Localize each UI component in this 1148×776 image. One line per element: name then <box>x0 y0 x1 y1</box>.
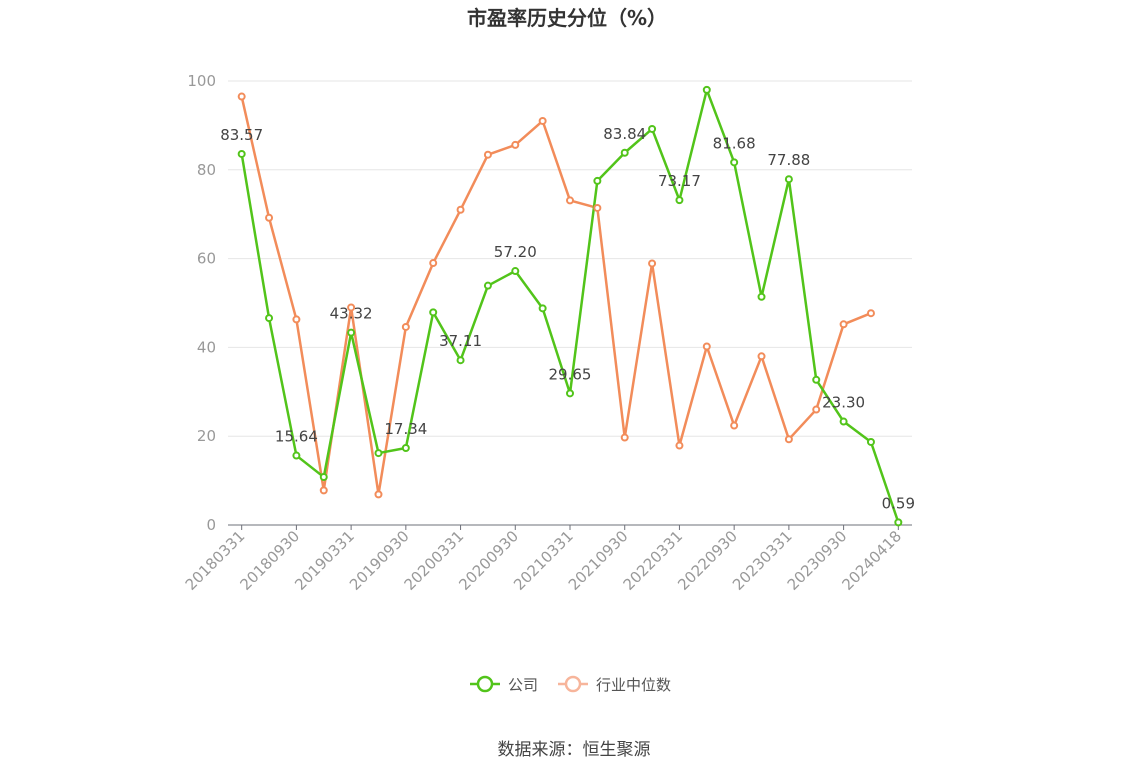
data-point[interactable] <box>566 196 574 205</box>
grid-lines <box>228 80 912 437</box>
data-point[interactable] <box>894 518 903 527</box>
data-point[interactable] <box>702 342 711 351</box>
data-point[interactable] <box>374 449 383 458</box>
data-point[interactable] <box>292 451 301 460</box>
data-point[interactable] <box>730 421 739 430</box>
data-label: 73.17 <box>658 172 701 190</box>
data-label: 23.30 <box>822 394 865 412</box>
data-point[interactable] <box>784 175 793 184</box>
data-point[interactable] <box>812 375 821 384</box>
data-point[interactable] <box>702 85 711 94</box>
data-label: 0.59 <box>882 494 915 512</box>
data-label: 83.57 <box>220 126 263 144</box>
data-point[interactable] <box>757 292 766 301</box>
data-point[interactable] <box>538 116 547 125</box>
data-point[interactable] <box>566 389 574 398</box>
y-tick-label: 100 <box>187 72 216 90</box>
data-point[interactable] <box>401 444 410 453</box>
data-point[interactable] <box>483 150 492 159</box>
data-point[interactable] <box>374 490 383 499</box>
data-point[interactable] <box>265 213 274 222</box>
data-label: 17.34 <box>384 420 427 438</box>
data-point[interactable] <box>648 259 657 268</box>
data-labels: 83.57 15.64 43.32 17.34 37.11 57.20 29.65 83.84… <box>220 125 915 513</box>
data-label: 43.32 <box>330 305 373 323</box>
data-point[interactable] <box>511 267 520 276</box>
data-point[interactable] <box>620 148 629 157</box>
data-point[interactable] <box>675 441 684 450</box>
legend[interactable]: 公司 行业中位数 <box>470 675 671 694</box>
y-tick-label: 80 <box>197 161 216 179</box>
data-point[interactable] <box>456 205 465 214</box>
legend-marker <box>476 675 494 693</box>
data-point[interactable] <box>265 314 274 323</box>
data-label: 83.84 <box>603 125 646 143</box>
y-tick-label: 40 <box>197 338 216 356</box>
data-point[interactable] <box>839 417 848 426</box>
data-point[interactable] <box>237 149 246 158</box>
data-point[interactable] <box>429 308 438 317</box>
y-tick-label: 60 <box>197 250 216 268</box>
data-point[interactable] <box>648 124 657 133</box>
y-axis: 0 20 40 60 80 100 <box>187 72 216 534</box>
legend-label[interactable]: 行业中位数 <box>596 676 671 694</box>
data-point[interactable] <box>757 352 766 361</box>
data-point[interactable] <box>456 356 465 365</box>
data-label: 81.68 <box>713 134 756 152</box>
legend-marker <box>564 675 582 693</box>
data-point[interactable] <box>593 176 602 185</box>
data-point[interactable] <box>593 203 602 212</box>
data-label: 77.88 <box>767 151 810 169</box>
data-point[interactable] <box>839 320 848 329</box>
data-label: 57.20 <box>494 243 537 261</box>
data-point[interactable] <box>237 92 246 101</box>
y-tick-label: 20 <box>197 427 216 445</box>
series-points <box>237 85 903 527</box>
x-tick-label: 20240418 <box>838 527 905 594</box>
legend-label[interactable]: 公司 <box>508 676 538 694</box>
data-point[interactable] <box>866 309 875 318</box>
data-point[interactable] <box>620 433 629 442</box>
chart-title: 市盈率历史分位（%） <box>467 6 667 30</box>
data-point[interactable] <box>347 328 356 337</box>
data-point[interactable] <box>812 405 821 414</box>
data-point[interactable] <box>347 303 356 312</box>
data-point[interactable] <box>538 304 547 313</box>
data-label: 37.11 <box>439 332 482 350</box>
x-axis: 2018033120180930201903312019093020200331… <box>182 524 912 594</box>
data-point[interactable] <box>319 473 328 482</box>
data-point[interactable] <box>429 259 438 268</box>
data-point[interactable] <box>866 437 875 446</box>
data-point[interactable] <box>675 196 684 205</box>
data-point[interactable] <box>511 140 520 149</box>
data-point[interactable] <box>319 486 328 495</box>
y-tick-label: 0 <box>206 516 216 534</box>
data-label: 29.65 <box>549 365 592 383</box>
data-point[interactable] <box>401 322 410 331</box>
source-note: 数据来源：恒生聚源 <box>498 740 651 760</box>
data-point[interactable] <box>483 281 492 290</box>
data-point[interactable] <box>784 435 793 444</box>
data-point[interactable] <box>292 315 301 324</box>
data-label: 15.64 <box>275 428 318 446</box>
series-line-1 <box>240 96 872 496</box>
data-point[interactable] <box>730 158 739 167</box>
